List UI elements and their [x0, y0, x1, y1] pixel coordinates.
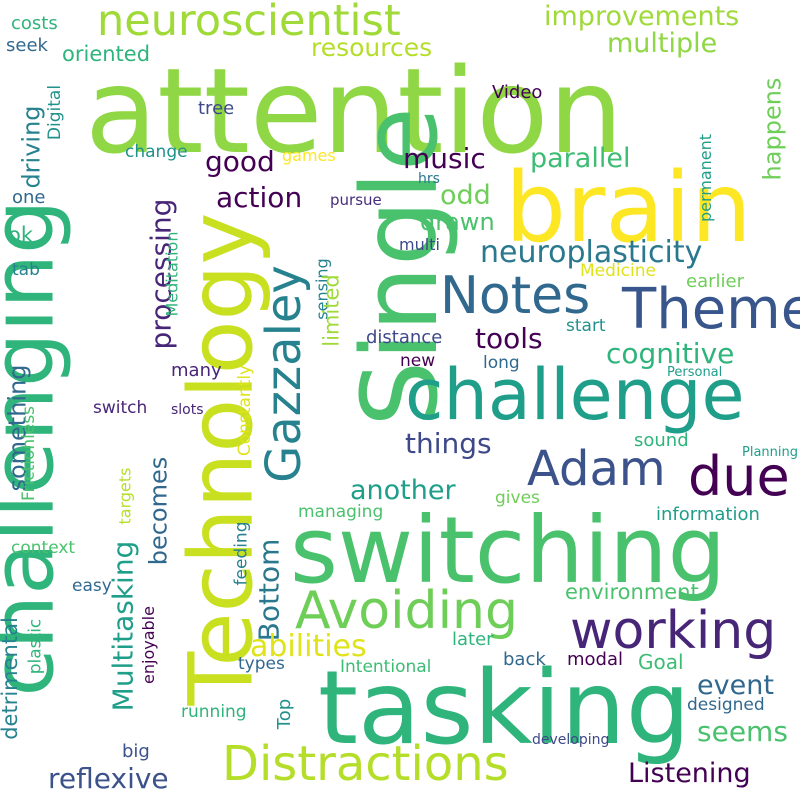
word-theme: Theme [622, 277, 800, 342]
word-drawn: drawn [420, 208, 495, 236]
word-top: Top [274, 698, 296, 730]
word-developing: developing [532, 732, 610, 748]
word-working: working [570, 601, 777, 661]
word-abilities: abilities [250, 629, 367, 664]
word-information: information [656, 504, 760, 525]
word-medicine: Medicine [580, 261, 656, 281]
word-odd: odd [440, 180, 491, 211]
word-seek: seek [6, 35, 48, 56]
word-types: types [238, 654, 285, 674]
word-improvements: improvements [544, 1, 740, 32]
word-listening: Listening [628, 758, 751, 789]
word-planning: Planning [742, 445, 798, 460]
word-one: one [12, 187, 46, 208]
word-music: music [403, 142, 486, 175]
word-permanent: permanent [696, 133, 716, 223]
word-easy: easy [72, 576, 112, 596]
word-many: many [171, 360, 222, 381]
word-plastic: plastic [25, 618, 46, 675]
word-hrs: hrs [418, 171, 440, 187]
word-change: change [125, 142, 188, 162]
word-becomes: becomes [144, 456, 173, 566]
word-challenge: challenge [405, 354, 745, 436]
word-slots: slots [171, 402, 204, 418]
word-cognitive: cognitive [606, 337, 735, 370]
word-good: good [205, 145, 275, 178]
word-goal: Goal [638, 650, 684, 674]
word-video: Video [492, 82, 543, 103]
word-due: due [688, 445, 790, 508]
word-event: event [697, 670, 774, 701]
word-constantly: Constantly [235, 364, 256, 457]
word-multiple: multiple [607, 28, 718, 59]
word-parallel: parallel [530, 143, 631, 174]
word-gives: gives [495, 488, 540, 508]
word-reflexive: reflexive [48, 762, 169, 795]
word-switching: switching [290, 497, 726, 604]
word-sound: sound [634, 430, 689, 451]
word-things: things [405, 427, 492, 460]
word-resources: resources [311, 33, 433, 62]
word-designed: designed [687, 695, 765, 715]
word-intentional: Intentional [340, 657, 432, 677]
word-ok: ok [8, 223, 34, 247]
word-notes: Notes [440, 266, 591, 326]
word-switch: switch [93, 398, 148, 418]
word-environment: environment [565, 580, 699, 604]
word-costs: costs [11, 13, 58, 34]
word-big: big [122, 741, 150, 762]
word-multi: multi [399, 235, 440, 254]
word-neuroscientist: neuroscientist [97, 0, 401, 46]
word-distractions: Distractions [222, 736, 509, 792]
word-long: long [483, 353, 520, 373]
word-context: context [11, 538, 76, 558]
word-multitasking: Multitasking [106, 540, 140, 712]
word-gazzaley: Gazzaley [255, 265, 312, 483]
word-modal: modal [567, 649, 624, 670]
word-tasking: tasking [318, 649, 691, 768]
word-tab: tab [12, 260, 40, 280]
word-happens: happens [758, 77, 787, 181]
word-distance: distance [366, 327, 443, 348]
word-attention: attention [85, 42, 624, 180]
word-neuroplasticity: neuroplasticity [480, 235, 703, 270]
word-personal: Personal [667, 365, 723, 380]
word-bottom: Bottom [252, 538, 286, 642]
word-enjoyable: enjoyable [138, 606, 158, 684]
word-back: back [503, 649, 546, 670]
word-seems: seems [697, 715, 788, 748]
word-detrimental: detrimental [0, 617, 22, 740]
word-earlier: earlier [686, 271, 744, 292]
word-feeding: feeding [231, 521, 252, 586]
word-frictionless: Frictionless [19, 405, 40, 502]
word-later: later [452, 629, 494, 650]
word-running: running [181, 702, 247, 722]
word-avoiding: Avoiding [295, 581, 518, 641]
word-meditation: Meditation [162, 231, 182, 317]
word-new: new [400, 351, 436, 371]
word-pursue: pursue [330, 191, 382, 209]
word-tree: tree [198, 98, 235, 119]
word-action: action [216, 181, 303, 214]
word-start: start [566, 316, 606, 336]
word-targets: targets [115, 467, 135, 525]
word-another: another [350, 475, 456, 506]
word-limited: limited [319, 274, 344, 347]
word-driving: driving [17, 105, 46, 189]
word-digital: Digital [45, 84, 66, 141]
word-tools: tools [475, 322, 543, 355]
word-managing: managing [298, 502, 384, 522]
word-adam: Adam [527, 441, 666, 497]
word-oriented: oriented [62, 42, 151, 66]
word-games: games [282, 146, 336, 165]
word-brain: brain [505, 152, 752, 264]
